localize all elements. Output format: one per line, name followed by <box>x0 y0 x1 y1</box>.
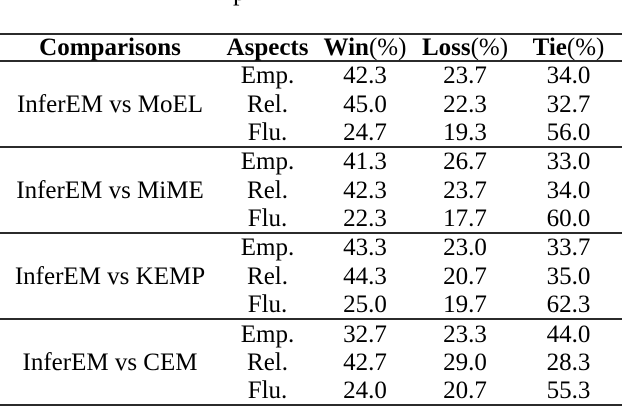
aspect-cell: Rel. <box>247 176 288 204</box>
tie-cell: 33.0 <box>546 148 591 176</box>
loss-cell: 23.7 <box>443 62 487 90</box>
aspect-cell: Rel. <box>247 348 288 376</box>
loss-cell: 26.7 <box>443 148 487 176</box>
tie-cell: 62.3 <box>546 290 591 318</box>
win-cell: 24.0 <box>343 376 387 404</box>
table-row: Rel. 42.7 29.0 28.3 <box>0 348 622 377</box>
tie-cell: 35.0 <box>546 262 591 290</box>
header-row: Comparisons Aspects Win(%) Loss(%) Tie(%… <box>0 34 622 61</box>
header-win-unit: (%) <box>368 34 407 61</box>
header-win-label: Win <box>323 34 369 61</box>
tie-cell: 28.3 <box>546 348 591 376</box>
table-row: InferEM vs MiME Emp. 41.3 26.7 33.0 <box>0 147 622 203</box>
win-cell: 45.0 <box>343 90 387 118</box>
loss-cell: 23.0 <box>443 234 487 262</box>
aspect-cell: Flu. <box>247 376 288 404</box>
win-cell: 41.3 <box>343 148 387 176</box>
header-tie: Tie(%) <box>515 34 622 61</box>
tie-cell: 44.0 <box>546 320 591 348</box>
table-row: Flu. 24.0 20.7 55.3 <box>0 377 622 406</box>
table-header: Comparisons Aspects Win(%) Loss(%) Tie(%… <box>0 34 622 61</box>
header-comparisons: Comparisons <box>0 34 220 61</box>
table-row: Rel. 44.3 20.7 35.0 <box>0 262 622 291</box>
table-row: Rel. 42.3 23.7 34.0 <box>0 176 622 205</box>
win-cell: 44.3 <box>343 262 387 290</box>
aspect-cell: Flu. <box>247 204 288 232</box>
caption-fragment: p <box>233 0 246 5</box>
aspect-cell: Rel. <box>247 90 288 118</box>
group-inferem-vs-kemp: InferEM vs KEMP Emp. 43.3 23.0 33.7 Rel.… <box>0 233 622 319</box>
loss-cell: 23.3 <box>443 320 487 348</box>
tie-cell: 55.3 <box>546 376 591 404</box>
loss-cell: 29.0 <box>443 348 487 376</box>
win-cell: 25.0 <box>343 290 387 318</box>
comparison-label: InferEM vs CEM <box>22 348 198 376</box>
comparison-label: InferEM vs KEMP <box>14 262 206 290</box>
table-row: Flu. 24.7 19.3 56.0 <box>0 118 622 147</box>
comparison-label: InferEM vs MiME <box>16 176 204 204</box>
tie-cell: 56.0 <box>546 118 591 146</box>
win-cell: 42.7 <box>343 348 387 376</box>
tie-cell: 60.0 <box>546 204 591 232</box>
tie-cell: 34.0 <box>546 176 591 204</box>
table-row: Flu. 25.0 19.7 62.3 <box>0 291 622 320</box>
loss-cell: 20.7 <box>443 376 487 404</box>
tie-cell: 33.7 <box>546 234 591 262</box>
loss-cell: 20.7 <box>443 262 487 290</box>
header-win: Win(%) <box>315 34 415 61</box>
header-loss: Loss(%) <box>415 34 515 61</box>
human-evaluation-table: Comparisons Aspects Win(%) Loss(%) Tie(%… <box>0 33 622 407</box>
aspect-cell: Emp. <box>240 234 295 262</box>
table-row: InferEM vs CEM Emp. 32.7 23.3 44.0 <box>0 319 622 375</box>
header-loss-label: Loss <box>421 34 471 61</box>
tie-cell: 34.0 <box>546 62 591 90</box>
win-cell: 42.3 <box>343 176 387 204</box>
loss-cell: 22.3 <box>443 90 487 118</box>
header-tie-unit: (%) <box>566 34 605 61</box>
table-row: Rel. 45.0 22.3 32.7 <box>0 90 622 119</box>
table-row: Flu. 22.3 17.7 60.0 <box>0 204 622 233</box>
header-aspects: Aspects <box>220 34 315 61</box>
loss-cell: 17.7 <box>443 204 487 232</box>
win-cell: 42.3 <box>343 62 387 90</box>
win-cell: 43.3 <box>343 234 387 262</box>
group-inferem-vs-mime: InferEM vs MiME Emp. 41.3 26.7 33.0 Rel.… <box>0 147 622 233</box>
aspect-cell: Rel. <box>247 262 288 290</box>
aspect-cell: Flu. <box>247 290 288 318</box>
win-cell: 22.3 <box>343 204 387 232</box>
header-aspects-label: Aspects <box>226 34 309 61</box>
win-cell: 24.7 <box>343 118 387 146</box>
header-loss-unit: (%) <box>470 34 509 61</box>
tie-cell: 32.7 <box>546 90 591 118</box>
aspect-cell: Emp. <box>240 320 295 348</box>
loss-cell: 19.3 <box>443 118 487 146</box>
comparison-label: InferEM vs MoEL <box>16 90 204 118</box>
aspect-cell: Flu. <box>247 118 288 146</box>
loss-cell: 23.7 <box>443 176 487 204</box>
aspect-cell: Emp. <box>240 62 295 90</box>
group-inferem-vs-moel: InferEM vs MoEL Emp. 42.3 23.7 34.0 Rel.… <box>0 61 622 147</box>
win-cell: 32.7 <box>343 320 387 348</box>
table-row: InferEM vs MoEL Emp. 42.3 23.7 34.0 <box>0 61 622 116</box>
loss-cell: 19.7 <box>443 290 487 318</box>
header-tie-label: Tie <box>532 34 567 61</box>
aspect-cell: Emp. <box>240 148 295 176</box>
header-comparisons-label: Comparisons <box>39 34 181 61</box>
group-inferem-vs-cem: InferEM vs CEM Emp. 32.7 23.3 44.0 Rel. … <box>0 319 622 405</box>
table-row: InferEM vs KEMP Emp. 43.3 23.0 33.7 <box>0 233 622 289</box>
